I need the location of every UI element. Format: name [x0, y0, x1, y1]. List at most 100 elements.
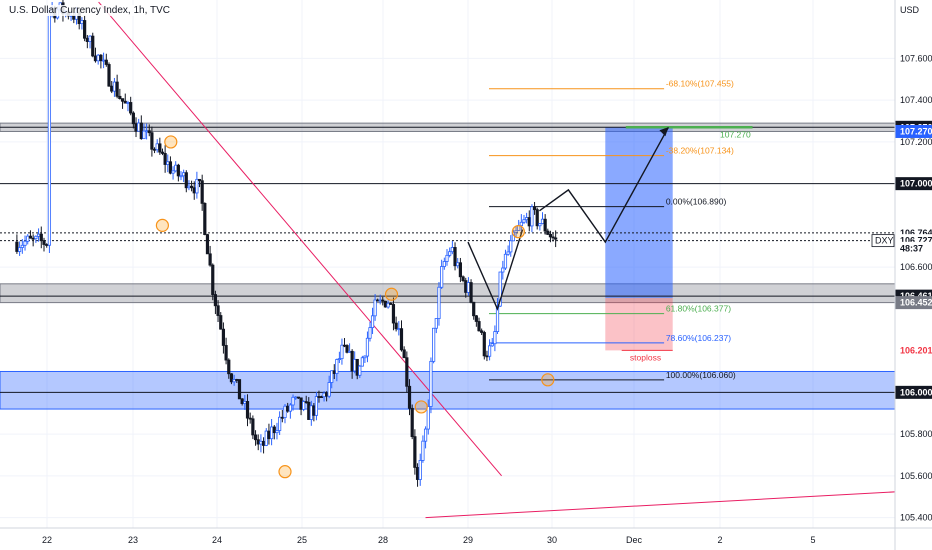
candle-body [378, 299, 382, 302]
fib-level-label: 100.00%(106.060) [666, 370, 736, 380]
candle-body [280, 416, 284, 419]
candle-body [370, 315, 375, 329]
candle-body [26, 235, 30, 242]
candle-body [337, 358, 341, 361]
candle-body [480, 330, 484, 333]
swing-point-marker [384, 287, 399, 301]
candle-body [309, 405, 313, 420]
candle-body [394, 322, 398, 330]
candle-body [312, 405, 316, 416]
candle-body [216, 305, 220, 316]
candle-body [101, 59, 106, 62]
candle-body [270, 426, 274, 440]
candle-body [415, 467, 420, 480]
candle-body [291, 396, 295, 406]
price-tag-label: 106.201 [900, 345, 932, 355]
price-tag-label: 106.000 [900, 387, 932, 397]
candle-body [429, 360, 433, 407]
time-axis-tick: 5 [810, 535, 815, 545]
candle-body [322, 392, 326, 398]
candle-body [434, 318, 438, 329]
candle-body [445, 254, 449, 262]
candle-body [522, 219, 526, 223]
chart-header: U.S. Dollar Currency Index, 1h, TVC [6, 5, 173, 16]
candle-body [485, 355, 489, 358]
price-tag-label: 106.452 [900, 298, 932, 308]
candle-body [227, 359, 231, 375]
price-axis-panel[interactable] [895, 0, 932, 550]
candle-body [490, 343, 494, 347]
candle-body [355, 358, 359, 376]
candle-body [187, 185, 191, 189]
candle-body [495, 305, 500, 332]
candle-body [458, 262, 462, 278]
candle-body [253, 434, 258, 441]
candle-body [535, 209, 539, 227]
candle-body [397, 328, 401, 331]
candle-body [464, 280, 468, 293]
candle-body [493, 331, 497, 345]
time-axis-tick: 2 [717, 535, 722, 545]
candle-body [195, 178, 199, 194]
projection-path [538, 126, 670, 244]
candle-body [296, 396, 300, 399]
candle-body [278, 416, 282, 431]
candle-body [235, 379, 239, 381]
candle-body [294, 396, 298, 399]
symbol-tag-label: DXY [875, 236, 894, 246]
candle-body [155, 143, 159, 151]
candle-body [267, 430, 271, 440]
candle-body [350, 350, 354, 372]
swing-point-marker [164, 135, 178, 149]
candle-body [80, 20, 84, 25]
candle-body [85, 37, 89, 42]
candle-body [219, 315, 223, 330]
candle-body [527, 217, 531, 227]
candle-body [129, 102, 133, 114]
fib-level-label: 61.80%(106.377) [666, 304, 731, 314]
candle-body [203, 202, 207, 235]
target-label: 107.270 [720, 129, 751, 139]
candle-body [482, 332, 486, 357]
candle-body [213, 294, 218, 307]
swing-point-marker [414, 400, 428, 414]
candle-body [405, 357, 409, 387]
candle-body [519, 221, 523, 227]
candle-body [110, 85, 114, 92]
candle-body [381, 299, 385, 302]
candle-body [383, 300, 388, 308]
candle-body [174, 164, 178, 172]
candle-body [23, 240, 27, 246]
candle-body [131, 112, 135, 125]
candle-body [283, 405, 287, 418]
projection-arrow-head [659, 127, 669, 137]
candle-body [353, 358, 357, 372]
candle-body [543, 218, 547, 232]
candle-body [532, 206, 537, 211]
time-axis-tick: 24 [212, 535, 222, 545]
price-tag-bg [895, 124, 932, 138]
candle-body [189, 185, 194, 189]
candle-body [139, 122, 143, 140]
candle-body [192, 187, 196, 194]
price-axis-tick: 105.600 [900, 471, 932, 481]
price-tag-label: 106.764 [900, 228, 932, 238]
candle-body [240, 398, 244, 404]
candle-body [540, 218, 545, 224]
candle-body [501, 267, 505, 273]
candle-body [115, 81, 119, 97]
candle-body [237, 379, 242, 400]
candle-body [391, 304, 396, 324]
candle-body [358, 365, 362, 376]
candle-body [171, 170, 175, 174]
time-axis-panel[interactable] [0, 528, 932, 550]
candle-body [96, 54, 100, 62]
candle-body [509, 240, 513, 253]
candle-body [208, 253, 212, 266]
candle-body [47, 9, 52, 246]
candle-body [259, 440, 263, 445]
candle-body [256, 439, 260, 445]
candle-body [272, 426, 276, 434]
candle-body [437, 286, 441, 319]
